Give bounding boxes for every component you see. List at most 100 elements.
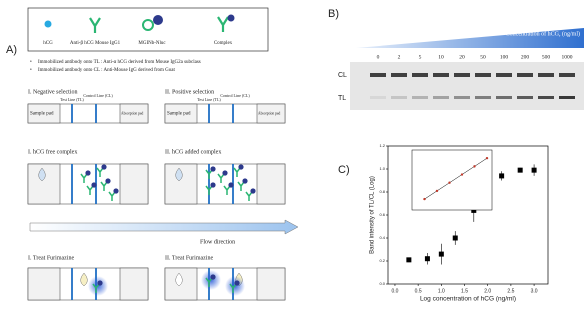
inset-frame bbox=[411, 149, 493, 211]
icon-complex bbox=[227, 14, 235, 22]
nluc bbox=[113, 188, 119, 194]
y-tick-label: 1.2 bbox=[379, 143, 385, 148]
complex bbox=[205, 169, 213, 179]
section-title: I. Negative selection bbox=[28, 89, 77, 95]
tl-band bbox=[454, 96, 470, 99]
x-axis-label: Log concentration of hCG (ng/ml) bbox=[420, 296, 516, 303]
complex bbox=[223, 185, 231, 195]
x-tick-label: 1.0 bbox=[438, 288, 445, 294]
complex bbox=[229, 283, 237, 293]
point bbox=[471, 207, 477, 213]
panel-label: C) bbox=[338, 164, 350, 176]
strip-label: Test Line (TL) bbox=[60, 97, 84, 102]
concentration-label: 10 bbox=[438, 54, 444, 60]
strip-label: Control Line (CL) bbox=[220, 93, 250, 98]
y-tick-label: 0.0 bbox=[379, 281, 385, 286]
sample-pad bbox=[164, 163, 198, 205]
panel-label: B) bbox=[328, 8, 339, 20]
y-tick-label: 1.0 bbox=[379, 166, 385, 171]
gel-title: Concentration of hCG, (ng/ml) bbox=[506, 30, 580, 37]
absorption-pad bbox=[256, 163, 286, 205]
absorption-pad bbox=[119, 103, 149, 124]
legend-label: hCG bbox=[43, 41, 53, 46]
y-tick-label: 0.8 bbox=[379, 189, 385, 194]
sample-pad bbox=[164, 103, 198, 124]
strip-label: Test Line (TL) bbox=[197, 97, 221, 102]
y-tick-label: 0.2 bbox=[379, 258, 385, 263]
complex bbox=[237, 181, 245, 191]
cl-band bbox=[559, 73, 575, 77]
tl-band bbox=[475, 96, 491, 99]
nluc bbox=[91, 182, 97, 188]
flow-label: Flow direction bbox=[200, 239, 235, 245]
complex bbox=[80, 173, 88, 183]
section-title: I. Treat Furimazine bbox=[28, 255, 74, 261]
point bbox=[424, 256, 430, 262]
point bbox=[452, 235, 458, 241]
nluc bbox=[210, 182, 216, 188]
nluc bbox=[228, 182, 234, 188]
strip-label: Control Line (CL) bbox=[83, 93, 113, 98]
tl-band bbox=[517, 96, 533, 99]
point bbox=[438, 251, 444, 257]
section-title: II. hCG added complex bbox=[165, 149, 221, 155]
panel-label: A) bbox=[6, 44, 17, 56]
icon-antibody bbox=[89, 17, 101, 33]
gel-label: CL bbox=[338, 72, 347, 79]
absorption-pad bbox=[119, 267, 149, 301]
icon-complex bbox=[217, 16, 229, 32]
concentration-label: 1000 bbox=[562, 54, 573, 60]
drop bbox=[175, 167, 183, 182]
legend-label: MGINb-Nluc bbox=[138, 41, 166, 46]
tl-band bbox=[433, 96, 449, 99]
tl-band bbox=[496, 96, 512, 99]
legend-box bbox=[27, 7, 269, 52]
tl-band bbox=[391, 96, 407, 99]
concentration-label: 200 bbox=[521, 54, 530, 60]
complex bbox=[108, 191, 116, 201]
tl-band bbox=[370, 96, 386, 99]
inset-point bbox=[485, 156, 489, 160]
gradient-wedge bbox=[356, 28, 584, 48]
tl-band bbox=[538, 96, 554, 99]
x-tick-label: 2.5 bbox=[507, 288, 514, 294]
nluc bbox=[234, 280, 240, 286]
legend-label: Complex bbox=[214, 41, 233, 46]
x-tick-label: 2.0 bbox=[484, 288, 491, 294]
complex bbox=[233, 167, 241, 177]
concentration-label: 50 bbox=[480, 54, 486, 60]
cl-band bbox=[475, 73, 491, 77]
x-tick-label: 3.0 bbox=[531, 288, 538, 294]
nluc bbox=[250, 188, 256, 194]
complex bbox=[205, 277, 213, 287]
y-tick-label: 0.6 bbox=[379, 212, 385, 217]
y-tick-label: 0.4 bbox=[379, 235, 385, 240]
section-title: II. Positive selection bbox=[165, 89, 214, 95]
x-tick-label: 0.5 bbox=[415, 288, 422, 294]
nluc bbox=[85, 170, 91, 176]
absorption-pad bbox=[256, 103, 286, 124]
nluc bbox=[105, 178, 111, 184]
nluc bbox=[238, 164, 244, 170]
section-title: II. Treat Furimazine bbox=[165, 255, 213, 261]
x-tick-label: 0.0 bbox=[391, 288, 398, 294]
cl-band bbox=[391, 73, 407, 77]
sample-pad bbox=[27, 163, 61, 205]
point bbox=[517, 167, 523, 173]
point bbox=[499, 173, 505, 179]
bullet: • bbox=[30, 60, 32, 65]
complex bbox=[217, 173, 225, 183]
complex bbox=[96, 167, 104, 177]
cl-band bbox=[538, 73, 554, 77]
cl-band bbox=[454, 73, 470, 77]
cl-band bbox=[517, 73, 533, 77]
gel bbox=[350, 62, 584, 110]
inset-point bbox=[423, 197, 426, 201]
x-tick-label: 1.5 bbox=[461, 288, 468, 294]
sample-pad bbox=[27, 267, 61, 301]
concentration-label: 100 bbox=[500, 54, 509, 60]
legend-label: Anti-β hCG Mouse IgG1 bbox=[70, 41, 121, 46]
nluc bbox=[222, 170, 228, 176]
